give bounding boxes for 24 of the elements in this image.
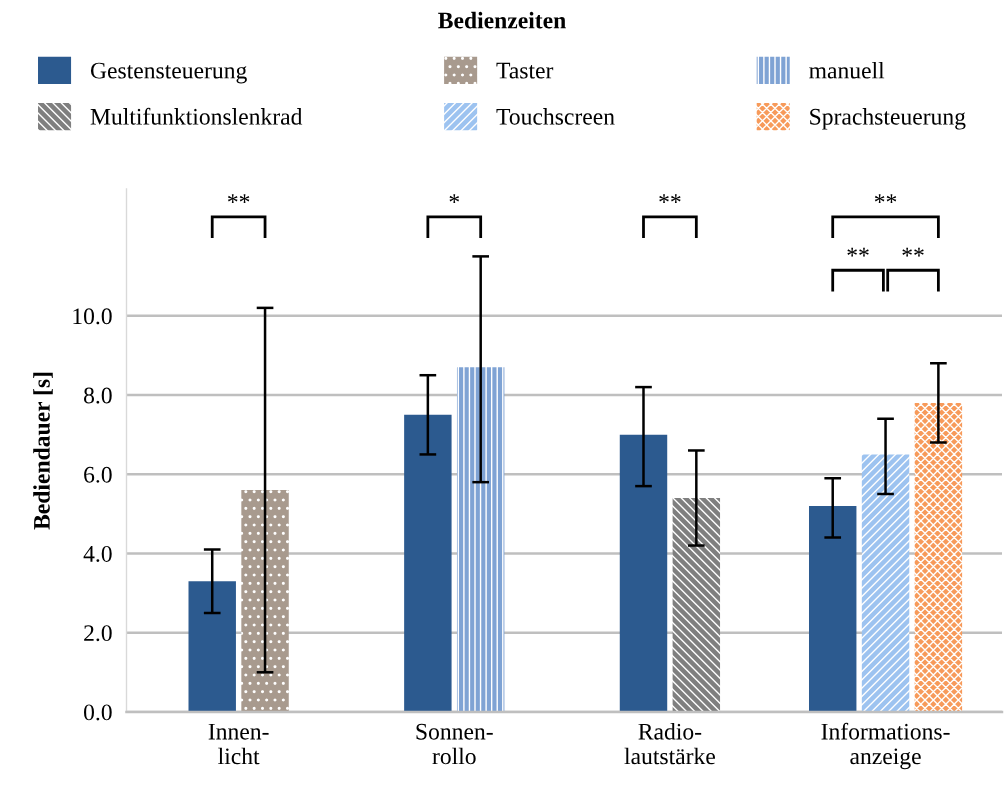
legend-label: Multifunktionslenkrad	[90, 107, 303, 125]
annotation: **	[874, 194, 897, 203]
y-tick-label: 6.0	[84, 466, 112, 483]
annotation: **	[902, 247, 924, 257]
y-tick-label: 8.0	[84, 387, 112, 404]
legend-label: Taster	[496, 62, 554, 79]
annotation: *	[449, 194, 460, 203]
legend-label: Sprachsteuerung	[810, 108, 966, 130]
chart-title: Bedienzeiten	[438, 11, 566, 29]
x-tick-label: Radio- lautstärke	[624, 723, 715, 765]
y-axis-title: Bediendauer [s]	[33, 372, 53, 530]
x-tick-label: Sonnen- rollo	[416, 723, 493, 765]
x-tick-label: Informations- anzeige	[821, 722, 950, 770]
annotation: **	[847, 247, 869, 257]
y-tick-label: 10.0	[73, 308, 112, 325]
annotation: **	[227, 194, 250, 203]
y-tick-label: 2.0	[84, 625, 112, 642]
y-tick-label: 4.0	[83, 545, 112, 562]
legend-label: Gestensteuerung	[90, 62, 247, 84]
legend-label: manuell	[809, 61, 885, 79]
y-tick-label: 0.0	[84, 704, 112, 721]
x-tick-label: Innen- licht	[208, 723, 269, 765]
annotation: **	[659, 194, 681, 203]
legend-label: Touchscreen	[496, 108, 615, 125]
